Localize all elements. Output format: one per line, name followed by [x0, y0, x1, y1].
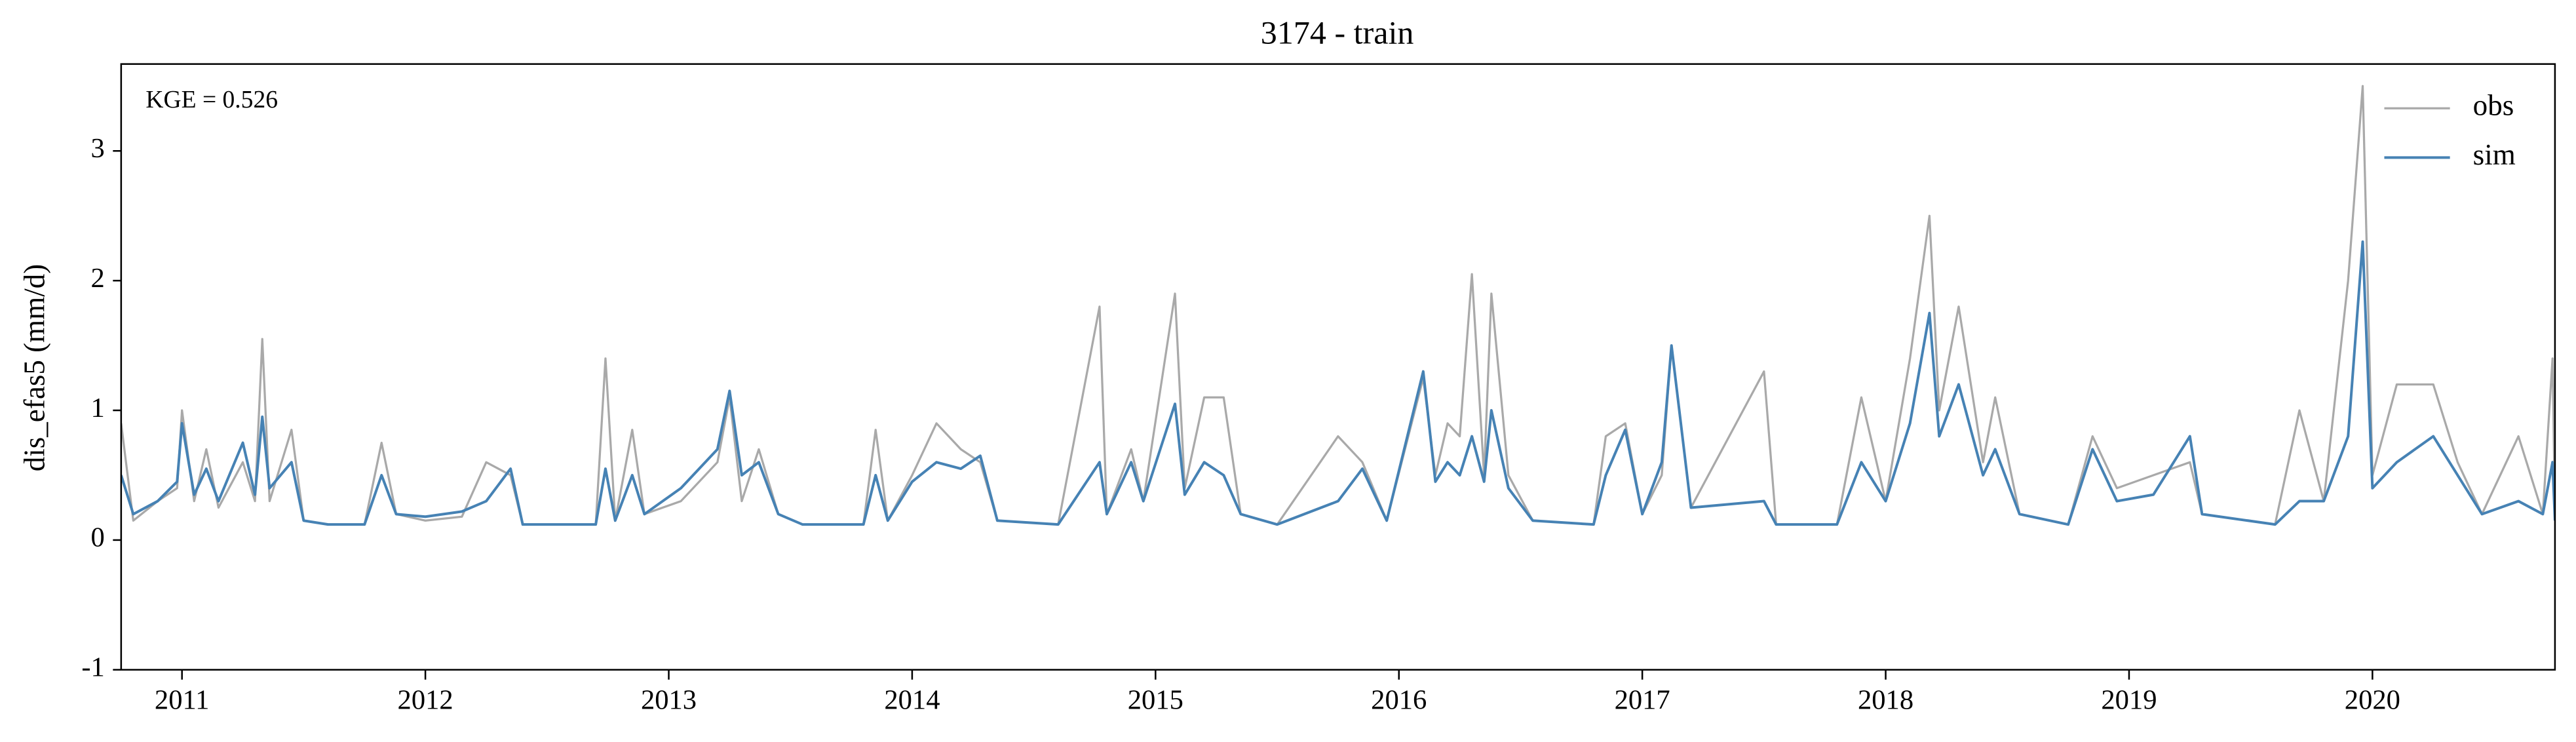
- x-tick-label: 2020: [2345, 685, 2400, 716]
- x-tick-label: 2018: [1858, 685, 1913, 716]
- plot-frame: [120, 63, 2556, 671]
- series-line: [121, 240, 2555, 526]
- x-tick-label: 2019: [2101, 685, 2157, 716]
- y-tick-label: 1: [91, 393, 105, 423]
- x-tick-label: 2017: [1615, 685, 1670, 716]
- x-tick-label: 2015: [1128, 685, 1183, 716]
- annotation: KGE = 0.526: [145, 87, 278, 113]
- y-tick-label: 2: [91, 263, 105, 294]
- x-tick-label: 2016: [1371, 685, 1427, 716]
- series-line: [121, 85, 2555, 526]
- legend-label: sim: [2473, 138, 2516, 171]
- x-tick-label: 2011: [155, 685, 210, 716]
- x-tick-label: 2012: [398, 685, 453, 716]
- chart-title: 3174 - train: [1261, 14, 1414, 51]
- y-tick-label: -1: [81, 652, 104, 683]
- y-axis-label: dis_efas5 (mm/d): [18, 264, 50, 472]
- x-tick-label: 2013: [641, 685, 697, 716]
- y-tick-label: 3: [91, 133, 105, 164]
- x-tick-label: 2014: [884, 685, 940, 716]
- y-tick-label: 0: [91, 522, 105, 553]
- legend-label: obs: [2473, 89, 2514, 122]
